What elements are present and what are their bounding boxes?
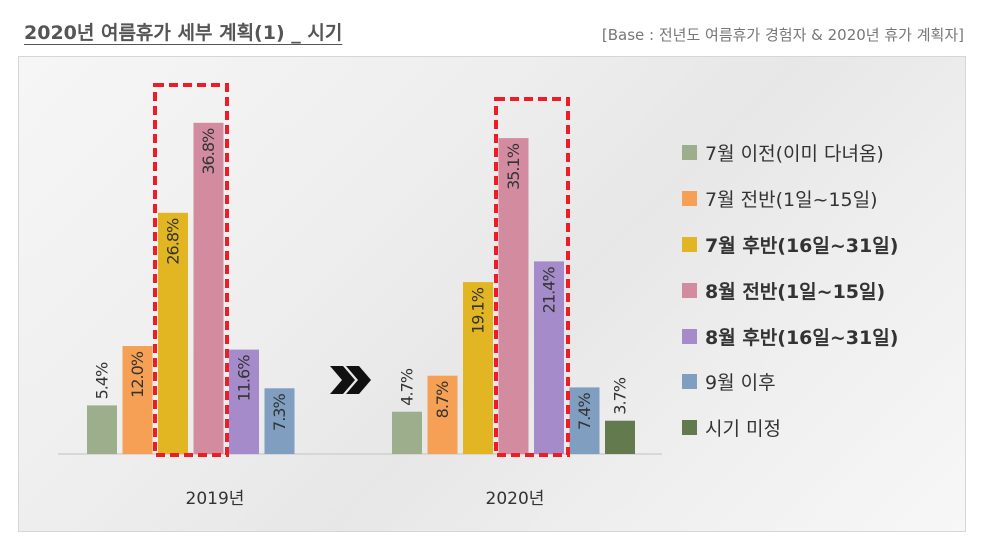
highlight-box <box>494 97 570 457</box>
data-label: 35.1% <box>504 143 523 190</box>
bar <box>264 388 295 454</box>
legend-swatch <box>682 145 697 161</box>
data-label: 4.7% <box>398 368 417 405</box>
data-label: 5.4% <box>93 362 112 399</box>
data-label: 7.3% <box>270 394 289 431</box>
data-label: 21.4% <box>540 267 559 314</box>
highlight-box <box>153 83 229 457</box>
legend-label: 7월 이전(이미 다녀옴) <box>705 143 884 166</box>
data-label: 26.8% <box>164 218 183 265</box>
bar <box>463 282 493 454</box>
bar <box>569 387 600 454</box>
bar <box>87 405 117 454</box>
legend-label: 7월 후반(16일~31일) <box>705 234 899 257</box>
legend-item: 8월 전반(1일~15일) <box>682 267 898 313</box>
data-label: 3.7% <box>611 377 630 414</box>
data-label: 12.0% <box>128 351 147 398</box>
bar <box>534 261 564 454</box>
legend-swatch <box>682 236 697 252</box>
bar <box>427 375 458 454</box>
legend-swatch <box>682 374 697 390</box>
base-note: [Base : 전년도 여름휴가 경험자 & 2020년 휴가 계획자] <box>601 26 964 44</box>
bar <box>229 349 259 454</box>
page-title: 2020년 여름휴가 세부 계획(1) _ 시기 <box>24 22 343 44</box>
legend-swatch <box>682 191 697 207</box>
legend-swatch <box>682 328 697 344</box>
bar <box>605 420 635 454</box>
legend-label: 8월 후반(16일~31일) <box>705 326 899 349</box>
bar <box>498 138 529 454</box>
legend: 7월 이전(이미 다녀옴) 7월 전반(1일~15일) 7월 후반(16일~31일)… <box>682 130 898 451</box>
legend-item: 9월 이후 <box>682 359 898 405</box>
bar <box>392 411 422 454</box>
legend-item: 7월 후반(16일~31일) <box>682 222 898 268</box>
legend-swatch <box>682 282 697 298</box>
data-label: 7.4% <box>575 393 594 430</box>
legend-item: 7월 전반(1일~15일) <box>682 176 898 222</box>
legend-swatch <box>682 420 697 436</box>
bar <box>158 212 188 454</box>
bar <box>193 122 224 455</box>
data-label: 11.6% <box>235 355 254 402</box>
data-label: 36.8% <box>199 128 218 175</box>
legend-label: 7월 전반(1일~15일) <box>705 189 878 212</box>
x-tick-label: 2019년 <box>186 489 245 509</box>
legend-label: 시기 미정 <box>705 418 781 441</box>
data-label: 8.7% <box>433 381 452 418</box>
x-tick-label: 2020년 <box>486 489 545 509</box>
bar <box>122 346 153 454</box>
legend-label: 9월 이후 <box>705 372 776 395</box>
data-label: 19.1% <box>469 287 488 334</box>
legend-label: 8월 전반(1일~15일) <box>705 280 886 303</box>
legend-item: 8월 후반(16일~31일) <box>682 313 898 359</box>
legend-item: 시기 미정 <box>682 405 898 451</box>
double-chevron-icon <box>330 366 371 394</box>
legend-item: 7월 이전(이미 다녀옴) <box>682 130 898 176</box>
